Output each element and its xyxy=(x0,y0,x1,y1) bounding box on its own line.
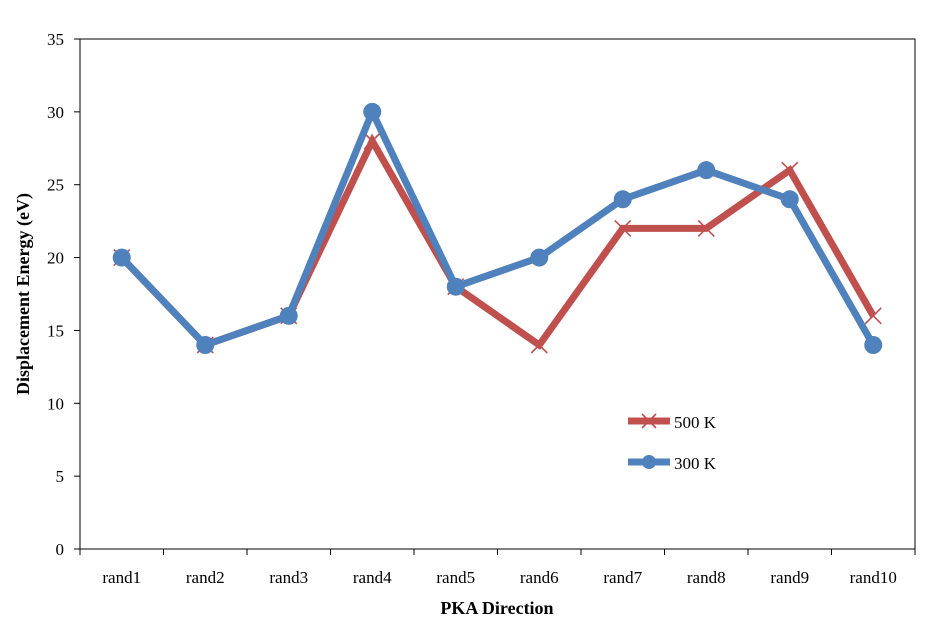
x-tick-label: rand5 xyxy=(436,568,475,587)
x-tick-label: rand7 xyxy=(603,568,642,587)
x-axis-ticks: rand1 rand2 rand3 rand4 rand5 rand6 rand7 rand8… xyxy=(79,549,916,587)
y-axis-title: Displacement Energy (eV) xyxy=(13,193,34,395)
data-point xyxy=(864,307,882,325)
data-point xyxy=(530,248,549,267)
y-tick-label: 0 xyxy=(56,540,65,559)
x-tick-label: rand2 xyxy=(186,568,225,587)
y-axis-ticks: 0 5 10 15 20 25 30 35 xyxy=(47,30,80,559)
data-point xyxy=(864,336,883,354)
x-tick-label: rand8 xyxy=(687,568,726,587)
data-point xyxy=(642,455,656,469)
x-tick-label: rand9 xyxy=(770,568,809,587)
data-point xyxy=(279,306,298,325)
y-tick-label: 25 xyxy=(47,176,64,195)
y-tick-label: 10 xyxy=(47,394,64,413)
series-line xyxy=(119,103,877,350)
x-tick-label: rand1 xyxy=(102,568,141,587)
x-tick-label: rand6 xyxy=(520,568,559,587)
x-tick-label: rand4 xyxy=(353,568,392,587)
data-point xyxy=(641,413,657,429)
series-layer xyxy=(112,102,883,354)
legend-label: 500 K xyxy=(674,413,717,432)
data-point xyxy=(613,190,632,209)
x-tick-label: rand10 xyxy=(850,568,897,587)
legend-item: 300 K xyxy=(628,454,717,473)
data-point xyxy=(697,161,716,180)
data-point xyxy=(112,248,131,267)
data-point xyxy=(446,277,465,296)
data-point xyxy=(780,190,799,209)
y-tick-label: 35 xyxy=(47,30,64,49)
plot-area xyxy=(79,38,916,550)
y-tick-label: 30 xyxy=(47,103,64,122)
legend-label: 300 K xyxy=(674,454,717,473)
y-tick-label: 20 xyxy=(47,249,64,268)
x-axis-title: PKA Direction xyxy=(440,598,553,618)
data-point xyxy=(530,336,548,354)
legend-item: 500 K xyxy=(628,413,717,432)
data-point xyxy=(196,336,215,354)
data-point xyxy=(697,219,715,237)
x-tick-label: rand3 xyxy=(269,568,308,587)
data-point xyxy=(363,132,381,150)
data-point xyxy=(614,219,632,237)
series-300-k xyxy=(112,102,883,354)
legend: 500 K 300 K xyxy=(628,413,717,473)
y-tick-label: 15 xyxy=(47,321,64,340)
data-point xyxy=(781,161,799,179)
data-point xyxy=(363,102,382,121)
y-tick-label: 5 xyxy=(56,467,65,486)
